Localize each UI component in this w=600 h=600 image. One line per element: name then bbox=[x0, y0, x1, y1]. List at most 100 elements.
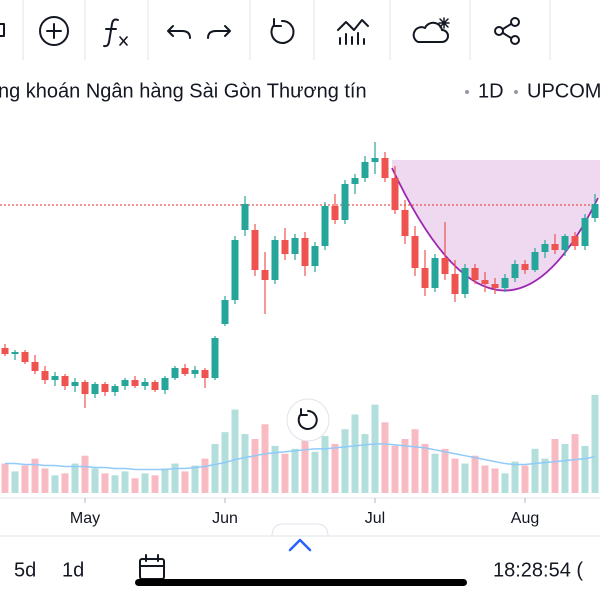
share-icon[interactable] bbox=[494, 17, 520, 45]
expand-chevron[interactable] bbox=[288, 538, 312, 552]
volume-bar bbox=[141, 473, 149, 493]
go-to-date-icon[interactable] bbox=[139, 554, 165, 580]
volume-bar bbox=[581, 445, 589, 493]
indicators-icon[interactable] bbox=[337, 19, 369, 45]
volume-bar bbox=[511, 461, 519, 493]
volume-bar bbox=[451, 458, 459, 493]
toolbar-bg bbox=[0, 0, 600, 62]
candle-body bbox=[11, 352, 19, 354]
candle-body bbox=[141, 382, 149, 386]
candle-body bbox=[571, 236, 579, 246]
volume-bar bbox=[501, 473, 509, 493]
x-tick-label: May bbox=[70, 510, 100, 527]
symbol-header: ng khoán Ngân hàng Sài Gòn Thương tín 1D… bbox=[0, 80, 600, 102]
volume-bar bbox=[201, 458, 209, 493]
volume-bar bbox=[111, 475, 119, 493]
volume-bar bbox=[521, 465, 529, 493]
volume-bar bbox=[431, 453, 439, 493]
x-tick-label: Aug bbox=[511, 510, 539, 527]
candle-body bbox=[391, 178, 399, 210]
weather-icon[interactable] bbox=[412, 17, 450, 43]
volume-bar bbox=[301, 439, 309, 493]
candle-body bbox=[51, 376, 59, 380]
x-tick-label: Jul bbox=[365, 510, 385, 527]
candle-body bbox=[501, 278, 509, 288]
cropped-icon[interactable] bbox=[0, 23, 5, 37]
interval[interactable]: 1D bbox=[478, 80, 504, 102]
candle-body bbox=[221, 300, 229, 324]
redo-icon[interactable] bbox=[207, 25, 231, 39]
volume-bar bbox=[101, 473, 109, 493]
candle-body bbox=[211, 338, 219, 378]
volume-bar bbox=[81, 455, 89, 493]
add-indicator-icon[interactable] bbox=[39, 16, 69, 46]
range-button[interactable]: 5d bbox=[14, 559, 36, 581]
scroll-reset-button[interactable] bbox=[286, 398, 330, 442]
volume-bar bbox=[591, 394, 599, 493]
candle-body bbox=[321, 206, 329, 246]
fx-icon[interactable] bbox=[103, 18, 128, 48]
reset-button-icon[interactable] bbox=[297, 408, 318, 430]
candle-body bbox=[411, 236, 419, 268]
separator bbox=[465, 90, 469, 94]
candle-body bbox=[531, 252, 539, 270]
volume-bar bbox=[161, 468, 169, 493]
volume-bar bbox=[421, 443, 429, 493]
volume-bar bbox=[571, 434, 579, 493]
volume-bar bbox=[491, 468, 499, 493]
toolbar bbox=[0, 0, 600, 62]
volume-bar bbox=[271, 445, 279, 493]
candle-body bbox=[481, 280, 489, 284]
cup-pattern-fill[interactable] bbox=[392, 160, 600, 291]
candle-body bbox=[101, 384, 109, 392]
candle-body bbox=[251, 230, 259, 270]
candle-body bbox=[421, 268, 429, 288]
volume-bar bbox=[151, 475, 159, 493]
expand-tab[interactable] bbox=[271, 523, 329, 537]
volume-bar bbox=[531, 448, 539, 493]
candle-body bbox=[201, 370, 209, 378]
candle-body bbox=[551, 244, 559, 250]
candle-body bbox=[371, 158, 379, 162]
candle-body bbox=[261, 270, 269, 280]
volume-bar bbox=[291, 448, 299, 493]
undo-icon[interactable] bbox=[167, 25, 191, 39]
volume-bar bbox=[441, 448, 449, 493]
volume-bar bbox=[121, 471, 129, 493]
candle-body bbox=[301, 238, 309, 266]
candle-body bbox=[61, 376, 69, 386]
candle-body bbox=[191, 370, 199, 374]
candle-body bbox=[401, 210, 409, 236]
exchange: UPCOM bbox=[527, 80, 600, 102]
volume-bar bbox=[381, 422, 389, 493]
volume-bar bbox=[481, 465, 489, 493]
reset-icon[interactable] bbox=[270, 18, 295, 44]
volume-bar bbox=[71, 463, 79, 493]
candle-body bbox=[131, 380, 139, 386]
candle-body bbox=[31, 362, 39, 371]
volume-bar bbox=[411, 429, 419, 493]
volume-ma-line bbox=[5, 443, 596, 471]
volume-bar bbox=[461, 463, 469, 493]
clock: 18:28:54 ( bbox=[493, 559, 583, 581]
home-indicator bbox=[135, 579, 467, 586]
candle-body bbox=[451, 274, 459, 294]
candle-body bbox=[591, 204, 599, 218]
range-button[interactable]: 1d bbox=[62, 559, 84, 581]
bottom-bar: 5d 1d 18:28:54 ( bbox=[0, 523, 600, 586]
candle-body bbox=[351, 178, 359, 184]
volume-bar bbox=[551, 439, 559, 493]
candle-body bbox=[521, 264, 529, 270]
volume-bar bbox=[131, 478, 139, 493]
candle-body bbox=[151, 382, 159, 390]
candle-body bbox=[491, 284, 499, 288]
candle-body bbox=[291, 238, 299, 254]
x-tick-label: Jun bbox=[212, 510, 238, 527]
volume-bar bbox=[371, 404, 379, 493]
volume-bar bbox=[351, 414, 359, 493]
candle-body bbox=[241, 204, 249, 230]
volume-bar bbox=[361, 434, 369, 493]
reset-button-bg[interactable] bbox=[286, 398, 330, 442]
candle-body bbox=[111, 386, 119, 392]
